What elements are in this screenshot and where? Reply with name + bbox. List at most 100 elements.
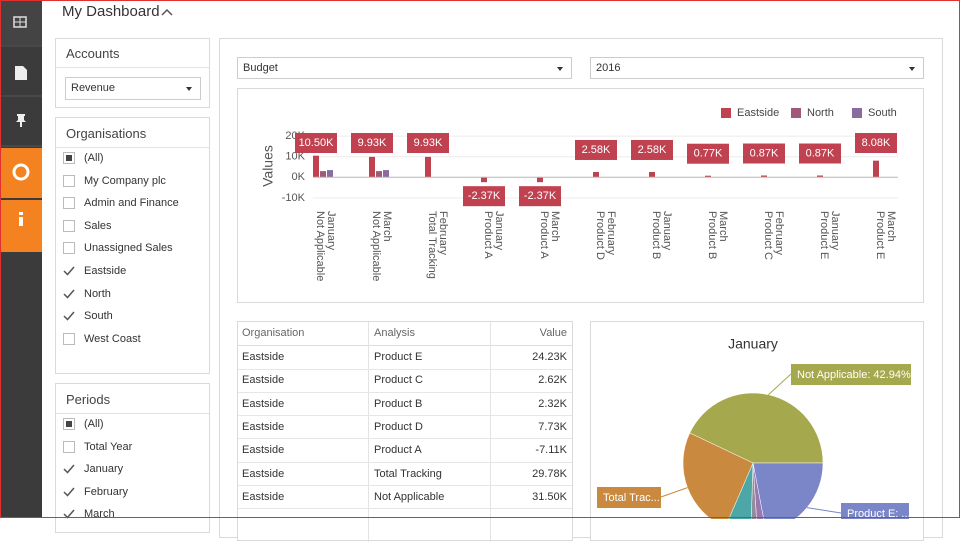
- bar: [320, 171, 326, 178]
- list-item[interactable]: Admin and Finance: [62, 194, 202, 212]
- table-cell: Eastside: [242, 467, 285, 480]
- item-label: Admin and Finance: [84, 197, 179, 210]
- checkbox: [63, 219, 75, 232]
- column-header: Analysis: [374, 327, 415, 339]
- check-mark: [63, 289, 75, 299]
- list-item[interactable]: January: [62, 460, 202, 478]
- nav-help[interactable]: [0, 148, 42, 198]
- list-item[interactable]: Total Year: [62, 438, 202, 456]
- table-cell: Product B: [374, 397, 423, 410]
- table-cell: Eastside: [242, 444, 285, 457]
- table-cell: 2.32K: [538, 397, 567, 410]
- list-item[interactable]: West Coast: [62, 330, 202, 348]
- chart-title: January: [728, 336, 778, 352]
- pie-chart: January Not Applicable: 42.94% Product E: …: [597, 336, 911, 534]
- legend-swatch: [791, 108, 801, 118]
- icon: [19, 212, 23, 215]
- item-label: South: [84, 310, 113, 323]
- table-cell: Eastside: [242, 490, 285, 503]
- pie-chart-panel: January Not Applicable: 42.94% Product E: …: [590, 321, 924, 541]
- list-item[interactable]: Eastside: [62, 262, 202, 280]
- bar: [593, 171, 599, 178]
- collapse-toggle[interactable]: [160, 7, 174, 17]
- divider: [56, 413, 209, 414]
- row-divider: [238, 461, 572, 463]
- x-tick-label: January: [829, 211, 841, 251]
- bar: [817, 175, 823, 178]
- measure-dropdown[interactable]: Budget: [237, 57, 572, 79]
- value-label: -2.37K: [468, 190, 501, 202]
- list-item[interactable]: My Company plc: [62, 172, 202, 190]
- bar: [705, 175, 711, 178]
- periods-panel: Periods (All) Total Year January February Ma…: [55, 383, 210, 533]
- checkbox-frame: [63, 219, 75, 232]
- item-label: Sales: [84, 219, 112, 232]
- bar: [649, 171, 655, 178]
- table-cell: -7.11K: [535, 444, 567, 457]
- list-item[interactable]: Unassigned Sales: [62, 239, 202, 257]
- nav-pin[interactable]: [16, 114, 26, 127]
- checkbox: [63, 487, 75, 497]
- checkbox: [63, 311, 75, 321]
- list-item[interactable]: North: [62, 285, 202, 303]
- accounts-dropdown[interactable]: Revenue: [65, 77, 201, 100]
- data-table: Organisation Analysis Value Eastside Product…: [237, 321, 573, 542]
- checkbox: [63, 509, 75, 519]
- bar: [327, 170, 333, 178]
- icon: [19, 217, 23, 226]
- value-label: 8.08K: [862, 137, 891, 149]
- table-cell: Eastside: [242, 420, 285, 433]
- bar: [873, 160, 879, 178]
- table-cell: Eastside: [242, 351, 285, 363]
- leader-line: [806, 507, 842, 514]
- x-tick-label: Product B: [650, 211, 662, 259]
- year-dropdown[interactable]: 2016: [590, 57, 924, 79]
- row-divider: [238, 415, 572, 417]
- checkbox: [63, 440, 75, 453]
- table-cell: 7.73K: [538, 420, 567, 433]
- item-label: West Coast: [84, 332, 141, 345]
- bar: [383, 170, 389, 178]
- value-label-box: [631, 139, 673, 160]
- list-item[interactable]: February: [62, 483, 202, 501]
- list-item[interactable]: March: [62, 505, 202, 523]
- checkbox-frame: [63, 242, 75, 255]
- x-tick-label: Product E: [818, 211, 830, 259]
- nav-document[interactable]: [15, 66, 27, 80]
- check-mark: [63, 464, 75, 474]
- list-item[interactable]: (All): [62, 149, 202, 167]
- x-tick-label: Product D: [594, 211, 606, 260]
- leader-line: [660, 487, 688, 498]
- x-tick-label: January: [661, 211, 673, 251]
- value-label: 9.93K: [358, 137, 387, 149]
- leader-line: [768, 373, 792, 396]
- dropdown-value: 2016: [596, 62, 621, 74]
- checkbox: [63, 152, 75, 164]
- check-mark: [63, 311, 75, 321]
- x-tick-label: Product B: [706, 211, 718, 259]
- x-tick-label: March: [885, 211, 897, 242]
- x-tick-label: Total Tracking: [426, 211, 438, 279]
- divider: [56, 147, 209, 148]
- checkbox: [63, 242, 75, 255]
- checkbox-frame: [63, 197, 75, 210]
- x-tick-label: Not Applicable: [370, 211, 382, 281]
- x-tick-label: February: [773, 211, 785, 256]
- bar: [313, 155, 319, 178]
- value-label-box: [855, 133, 897, 153]
- list-item[interactable]: South: [62, 307, 202, 325]
- x-tick-label: Product E: [874, 211, 886, 259]
- slice-label-box: [791, 364, 911, 385]
- panel-title: Periods: [66, 392, 111, 407]
- row-divider: [238, 508, 572, 510]
- check-mark: [63, 266, 75, 276]
- table-cell: Product D: [374, 420, 423, 433]
- bar: [537, 177, 543, 183]
- bar: [425, 156, 431, 178]
- value-label-box: [575, 139, 617, 160]
- pie-slice: [689, 392, 824, 464]
- list-item[interactable]: Sales: [62, 217, 202, 235]
- table-cell: 31.50K: [532, 490, 567, 503]
- list-item[interactable]: (All): [62, 415, 202, 433]
